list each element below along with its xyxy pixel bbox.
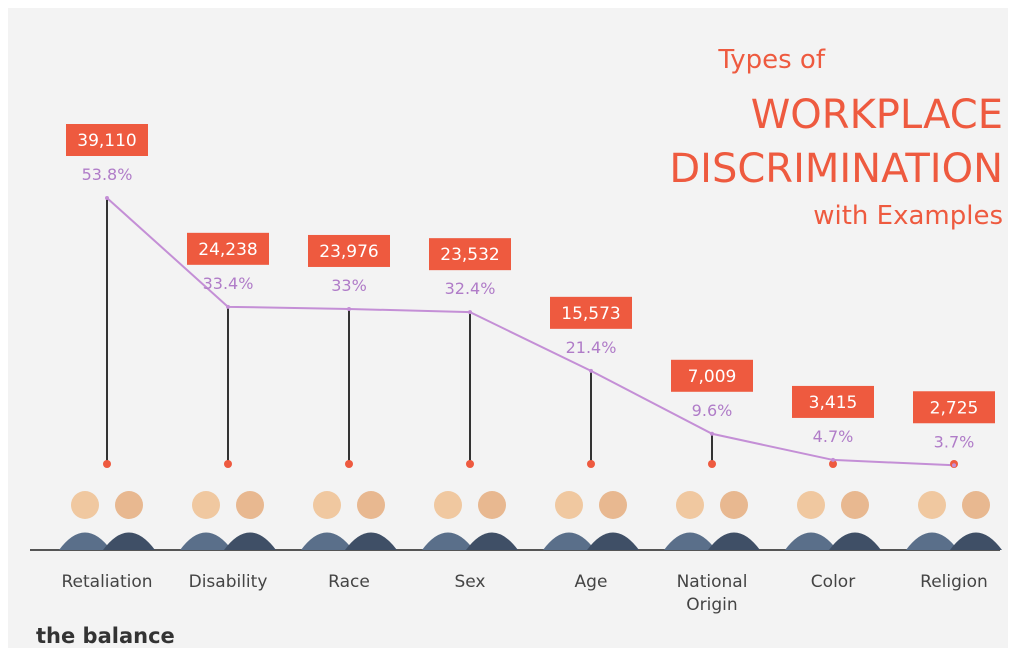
- icon-head: [313, 491, 341, 519]
- icon-head: [599, 491, 627, 519]
- icon-head: [115, 491, 143, 519]
- chart-title: Types of: [717, 45, 825, 75]
- count-label: 3,415: [809, 393, 858, 413]
- value-label: 32.4%: [445, 279, 496, 298]
- category-label: National Origin: [667, 571, 757, 617]
- point: [710, 432, 714, 436]
- category-label: Religion: [894, 571, 1014, 594]
- point: [589, 369, 593, 373]
- stem-dot: [224, 460, 232, 468]
- count-label: 23,532: [440, 245, 499, 265]
- icon-head: [720, 491, 748, 519]
- chart-title: with Examples: [813, 201, 1003, 231]
- value-label: 21.4%: [566, 338, 617, 357]
- stem-dot: [708, 460, 716, 468]
- point: [831, 458, 835, 462]
- category-label: Color: [773, 571, 893, 594]
- point: [105, 196, 109, 200]
- icon-head: [555, 491, 583, 519]
- stem-dot: [587, 460, 595, 468]
- icon-head: [962, 491, 990, 519]
- count-label: 24,238: [198, 240, 257, 260]
- point: [952, 463, 956, 467]
- value-label: 53.8%: [82, 165, 133, 184]
- stem-dot: [103, 460, 111, 468]
- category-label: Race: [289, 571, 409, 594]
- icon-head: [797, 491, 825, 519]
- icon-head: [192, 491, 220, 519]
- count-label: 39,110: [77, 131, 136, 151]
- icon-head: [357, 491, 385, 519]
- stem-dot: [345, 460, 353, 468]
- count-label: 7,009: [688, 367, 737, 387]
- infographic: Types of WORKPLACE DISCRIMINATION with E…: [0, 0, 1015, 651]
- icon-head: [236, 491, 264, 519]
- count-label: 23,976: [319, 242, 378, 262]
- category-label: Age: [531, 571, 651, 594]
- icon-head: [841, 491, 869, 519]
- icon-head: [71, 491, 99, 519]
- icon-head: [434, 491, 462, 519]
- chart: Types of WORKPLACE DISCRIMINATION with E…: [0, 0, 1015, 651]
- value-label: 33%: [331, 276, 367, 295]
- stem-dot: [466, 460, 474, 468]
- chart-title: DISCRIMINATION: [669, 146, 1003, 192]
- point: [468, 310, 472, 314]
- count-label: 15,573: [561, 304, 620, 324]
- chart-title: WORKPLACE: [751, 92, 1003, 138]
- category-label: Sex: [410, 571, 530, 594]
- value-label: 9.6%: [692, 401, 733, 420]
- category-label: Disability: [168, 571, 288, 594]
- count-label: 2,725: [930, 398, 979, 418]
- icon-head: [676, 491, 704, 519]
- point: [226, 305, 230, 309]
- icon-head: [918, 491, 946, 519]
- value-label: 33.4%: [203, 274, 254, 293]
- icon-head: [478, 491, 506, 519]
- point: [347, 307, 351, 311]
- value-label: 3.7%: [934, 432, 975, 451]
- value-label: 4.7%: [813, 427, 854, 446]
- category-label: Retaliation: [47, 571, 167, 594]
- source: the balance: [36, 624, 175, 648]
